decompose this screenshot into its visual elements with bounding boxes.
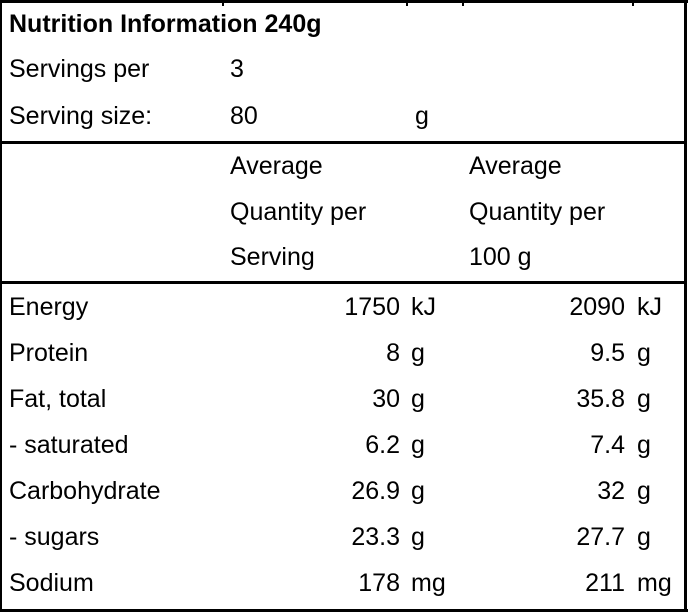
column-grid-tick [632,0,634,6]
per-serving-value: 6.2 [365,431,400,459]
per-serving-unit: g [411,385,425,413]
per-100g-value: 27.7 [576,523,625,551]
per-100g-unit: g [637,385,651,413]
nutrient-name: Sodium [9,569,94,597]
empty-cell [407,46,463,92]
header-line: Quantity per [230,197,367,226]
per-serving-column-header: Average Quantity per Serving [223,144,463,281]
empty-cell [633,46,686,92]
section-divider [2,281,686,284]
per-100g-unit: g [637,523,651,551]
nutrient-name: Protein [9,339,89,367]
nutrient-name: Carbohydrate [9,477,161,505]
column-header-section: Average Quantity per Serving Average Qua… [2,144,686,281]
per-serving-value: 26.9 [351,477,400,505]
per-serving-unit: g [411,339,425,367]
column-grid-tick [222,0,224,6]
per-100g-value: 7.4 [590,431,625,459]
nutrient-row-sodium: Sodium 178 mg 211 mg [2,560,686,606]
per-serving-value: 8 [386,339,400,367]
empty-cell [463,92,633,141]
header-line: Serving [230,243,315,272]
header-line: Quantity per [469,197,606,226]
header-line: Average [230,152,323,180]
label-title: Nutrition Information 240g [9,10,322,38]
per-serving-value: 23.3 [351,523,400,551]
nutrient-row-energy: Energy 1750 kJ 2090 kJ [2,284,686,330]
per-serving-unit: kJ [411,293,436,321]
serving-size-unit: g [415,102,429,130]
nutrient-row-carbohydrate: Carbohydrate 26.9 g 32 g [2,468,686,514]
per-100g-unit: kJ [637,293,662,321]
header-line: 100 g [469,243,532,272]
nutrient-name: Fat, total [9,385,107,413]
servings-per-row: Servings per 3 [2,46,686,92]
per-100g-unit: g [637,431,651,459]
nutrient-name: - saturated [9,431,129,459]
section-divider [2,141,686,144]
nutrient-name: Energy [9,293,89,321]
servings-per-label: Servings per [9,55,150,83]
per-serving-unit: mg [411,569,446,597]
nutrient-row-sugars: - sugars 23.3 g 27.7 g [2,514,686,560]
serving-size-row: Serving size: 80 g [2,92,686,141]
per-100g-value: 35.8 [576,385,625,413]
nutrient-name: - sugars [9,523,100,551]
nutrient-row-protein: Protein 8 g 9.5 g [2,330,686,376]
per-serving-value: 30 [372,385,400,413]
empty-cell [633,92,686,141]
servings-per-value: 3 [230,55,244,83]
per-100g-unit: g [637,339,651,367]
per-serving-value: 1750 [344,293,400,321]
per-100g-value: 32 [597,477,625,505]
table-border-top [0,0,688,3]
column-grid-tick [406,0,408,6]
per-100g-value: 2090 [569,293,625,321]
serving-size-value: 80 [230,102,258,130]
table-border-left [0,0,2,612]
table-border-bottom [0,609,688,612]
column-grid-tick [462,0,464,6]
per-serving-unit: g [411,523,425,551]
per-100g-value: 211 [585,569,625,597]
empty-cell [463,46,633,92]
header-line: Average [469,152,562,180]
per-100g-value: 9.5 [590,339,625,367]
empty-cell [2,144,223,281]
table-border-right [684,0,687,612]
per-serving-unit: g [411,431,425,459]
per-serving-value: 178 [358,569,400,597]
serving-size-label: Serving size: [9,102,153,130]
per-100g-column-header: Average Quantity per 100 g [463,144,686,281]
per-100g-unit: g [637,477,651,505]
per-serving-unit: g [411,477,425,505]
nutrient-row-fat-total: Fat, total 30 g 35.8 g [2,376,686,422]
per-100g-unit: mg [637,569,672,597]
nutrient-row-saturated: - saturated 6.2 g 7.4 g [2,422,686,468]
